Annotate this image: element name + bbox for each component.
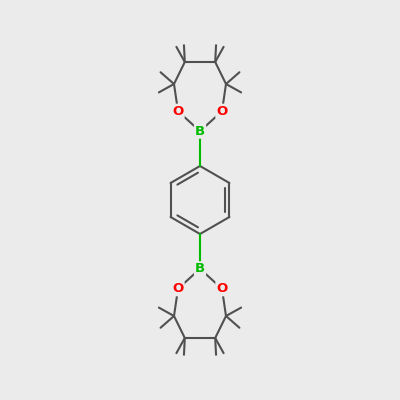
Text: O: O xyxy=(216,282,228,295)
Text: B: B xyxy=(195,125,205,138)
Text: O: O xyxy=(172,282,184,295)
Text: O: O xyxy=(172,105,184,118)
Text: B: B xyxy=(195,262,205,275)
Text: O: O xyxy=(216,105,228,118)
